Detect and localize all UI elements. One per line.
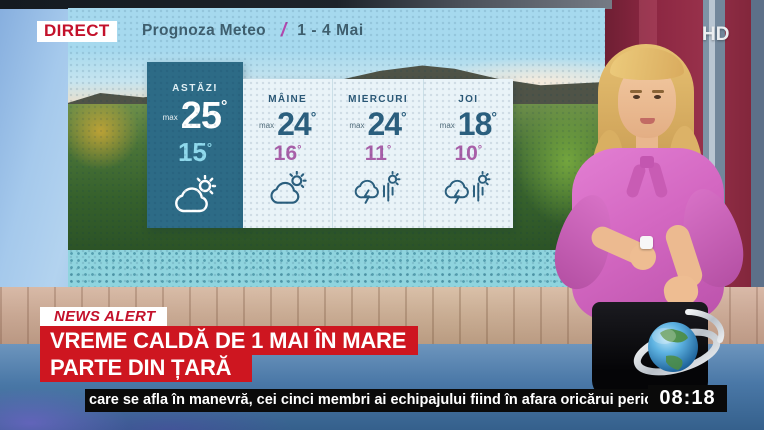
temp-min-row: 16°: [243, 142, 332, 166]
presenter-mouth: [640, 118, 655, 124]
headline-line2: PARTE DIN ȚARĂ: [40, 355, 252, 382]
temp-min-value: 11: [364, 142, 387, 165]
max-label: max: [259, 121, 275, 130]
degree-symbol: °: [206, 140, 213, 155]
cloud-sun-icon: [243, 170, 332, 213]
temp-min-value: 16: [273, 142, 298, 165]
degree-symbol: °: [310, 109, 317, 125]
weather-forecast-block: MÂINE max 24 ° 16° MIERCURI max 24: [243, 79, 513, 228]
temp-max-row: max 24 °: [243, 108, 332, 140]
temp-max-value: 24: [277, 106, 312, 142]
screen-bottom-band: [68, 250, 605, 287]
storm-rain-sun-icon: [333, 171, 422, 213]
channel-globe-logo: [630, 306, 730, 392]
presenter-eyebrow: [630, 90, 642, 93]
temp-max-value: 24: [367, 106, 402, 142]
presenter-clicker: [640, 236, 653, 249]
weather-title: Prognoza Meteo: [142, 22, 266, 39]
presenter-hair-fringe: [610, 48, 684, 80]
temp-max-row: max 25 °: [147, 97, 243, 135]
storm-rain-sun-icon: [424, 171, 513, 213]
news-alert-badge: NEWS ALERT: [40, 307, 168, 327]
degree-symbol: °: [386, 144, 392, 156]
weather-card-today: ASTĂZI max 25 ° 15°: [147, 62, 243, 228]
presenter-eye: [654, 95, 661, 99]
presenter-eyebrow: [652, 90, 664, 93]
news-ticker: care se afla în manevră, cei cinci membr…: [85, 389, 727, 412]
degree-symbol: °: [221, 98, 228, 115]
presenter-bow-knot: [640, 156, 654, 168]
degree-symbol: °: [477, 144, 483, 156]
temp-max-row: max 18 °: [424, 108, 513, 140]
presenter-eye: [633, 95, 640, 99]
temp-min-row: 10°: [424, 142, 513, 166]
max-label: max: [439, 121, 455, 130]
max-label: max: [349, 121, 365, 130]
degree-symbol: °: [297, 144, 302, 156]
temp-max-value: 18: [457, 106, 493, 142]
weather-card-tomorrow: MÂINE max 24 ° 16°: [243, 79, 332, 228]
live-direct-badge: DIRECT: [37, 21, 117, 42]
weather-card-wednesday: MIERCURI max 24 ° 11°: [332, 79, 422, 228]
degree-symbol: °: [491, 109, 497, 125]
day-label: MIERCURI: [348, 94, 408, 105]
day-label: JOI: [458, 94, 479, 105]
weather-card-thursday: JOI max 18 ° 10°: [422, 79, 513, 228]
studio-ceiling-edge: [0, 0, 612, 9]
max-label: max: [162, 113, 178, 122]
temp-min-value: 15: [177, 137, 207, 167]
temp-min-row: 11°: [333, 142, 422, 166]
temp-max-value: 25: [180, 95, 222, 137]
degree-symbol: °: [401, 109, 407, 125]
temp-min-row: 15°: [147, 137, 243, 168]
cloud-sun-icon: [147, 174, 243, 222]
clock: 08:18: [648, 385, 727, 412]
day-label: ASTĂZI: [172, 83, 218, 94]
weather-header: Prognoza Meteo / 1 - 4 Mai: [68, 8, 605, 54]
weather-date-range: 1 - 4 Mai: [297, 22, 364, 39]
day-label: MÂINE: [268, 94, 308, 105]
ticker-text: care se afla în manevră, cei cinci membr…: [89, 392, 670, 408]
headline-line1: VREME CALDĂ DE 1 MAI ÎN MARE: [40, 326, 418, 355]
slash-separator-icon: /: [280, 20, 287, 41]
temp-max-row: max 24 °: [333, 108, 422, 140]
temp-min-value: 10: [454, 142, 478, 165]
hd-badge: HD: [702, 24, 730, 45]
